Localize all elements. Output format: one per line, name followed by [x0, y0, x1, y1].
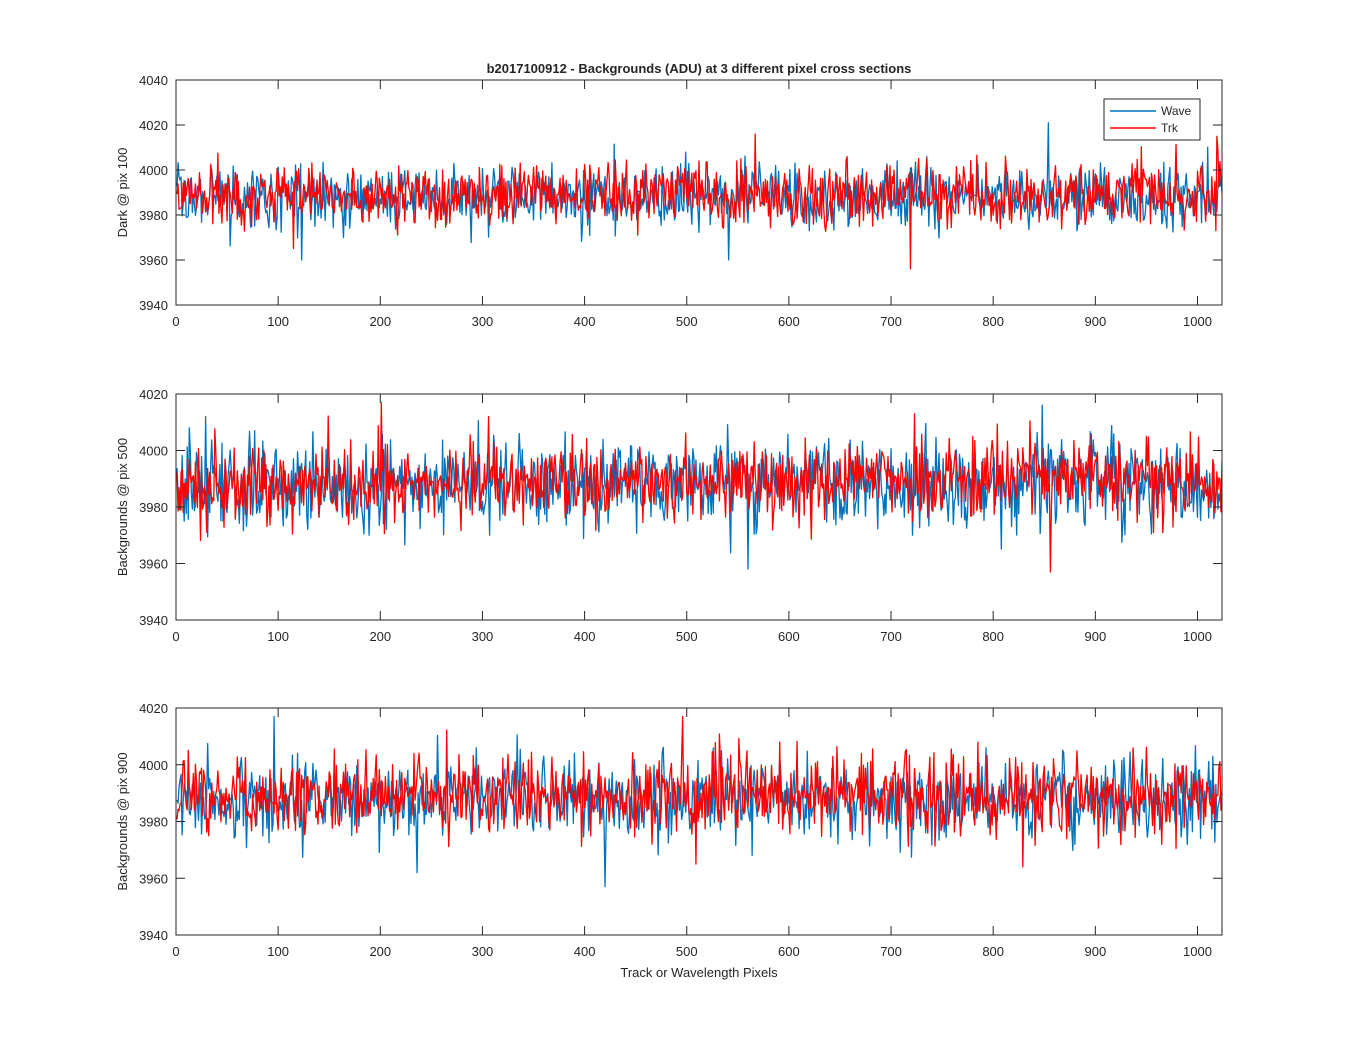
y-tick-label: 3980 — [139, 500, 168, 515]
y-tick-label: 3960 — [139, 871, 168, 886]
legend-label-wave: Wave — [1161, 104, 1192, 118]
y-tick-label: 4020 — [139, 118, 168, 133]
x-tick-label: 0 — [172, 944, 179, 959]
y-tick-label: 4020 — [139, 701, 168, 716]
series-trk-line — [176, 715, 1222, 868]
y-tick-label: 4000 — [139, 163, 168, 178]
y-tick-label: 4000 — [139, 758, 168, 773]
x-tick-label: 100 — [267, 944, 289, 959]
series-lines — [176, 401, 1222, 573]
y-tick-label: 3980 — [139, 208, 168, 223]
x-tick-label: 200 — [369, 314, 391, 329]
x-tick-label: 600 — [778, 944, 800, 959]
x-tick-label: 900 — [1084, 314, 1106, 329]
series-lines — [176, 715, 1222, 888]
subplot-3: 0 100 200 300 400 500 600 700 800 900 1000 3940 3960… — [115, 701, 1223, 980]
y-tick-label: 3980 — [139, 815, 168, 830]
x-tick-label: 0 — [172, 314, 179, 329]
y-tick-label: 4000 — [139, 444, 168, 459]
x-tick-label: 800 — [982, 314, 1004, 329]
x-tick-label: 100 — [267, 314, 289, 329]
y-tick-label: 4040 — [139, 73, 168, 88]
axes-box — [175, 79, 1223, 306]
x-tick-label: 500 — [676, 314, 698, 329]
x-tick-label: 800 — [982, 944, 1004, 959]
chart-title: b2017100912 - Backgrounds (ADU) at 3 dif… — [487, 61, 912, 76]
x-tick-label: 500 — [676, 629, 698, 644]
x-tick-label: 900 — [1084, 944, 1106, 959]
x-tick-label: 600 — [778, 314, 800, 329]
plot-area — [176, 80, 1222, 305]
y-tick-label: 3960 — [139, 253, 168, 268]
x-tick-label: 700 — [880, 629, 902, 644]
x-tick-label: 100 — [267, 629, 289, 644]
x-tick-label: 400 — [574, 314, 596, 329]
x-tick-label: 1000 — [1183, 314, 1212, 329]
x-tick-label: 200 — [369, 944, 391, 959]
series-wave-line — [176, 715, 1222, 888]
x-tick-label: 400 — [574, 944, 596, 959]
y-axis-label: Backgrounds @ pix 900 — [115, 752, 130, 890]
x-axis-label: Track or Wavelength Pixels — [620, 965, 778, 980]
subplot-2: 0 100 200 300 400 500 600 700 800 900 1000 3940 3960… — [115, 387, 1223, 644]
legend-box — [1103, 98, 1201, 141]
x-tick-label: 0 — [172, 629, 179, 644]
plot-area — [176, 394, 1222, 620]
y-tick-label: 3940 — [139, 613, 168, 628]
x-tick-label: 1000 — [1183, 944, 1212, 959]
y-tick-label: 3960 — [139, 557, 168, 572]
x-tick-label: 500 — [676, 944, 698, 959]
y-tick-label: 3940 — [139, 928, 168, 943]
series-trk-line — [176, 401, 1222, 573]
x-tick-label: 700 — [880, 314, 902, 329]
x-tick-label: 800 — [982, 629, 1004, 644]
series-lines — [176, 122, 1222, 270]
x-tick-label: 300 — [472, 629, 494, 644]
x-tick-label: 900 — [1084, 629, 1106, 644]
x-tick-label: 700 — [880, 944, 902, 959]
y-tick-label: 3940 — [139, 298, 168, 313]
x-tick-label: 300 — [472, 944, 494, 959]
y-axis-label: Backgrounds @ pix 500 — [115, 438, 130, 576]
y-tick-label: 4020 — [139, 387, 168, 402]
x-tick-label: 1000 — [1183, 629, 1212, 644]
plot-area — [176, 708, 1222, 935]
series-trk-line — [176, 133, 1222, 270]
x-tick-label: 300 — [472, 314, 494, 329]
y-axis-label: Dark @ pix 100 — [115, 148, 130, 238]
legend-label-trk: Trk — [1161, 121, 1179, 135]
legend: Wave Trk — [1103, 98, 1201, 141]
x-tick-label: 600 — [778, 629, 800, 644]
x-tick-label: 200 — [369, 629, 391, 644]
x-tick-label: 400 — [574, 629, 596, 644]
subplot-1: 0 100 200 300 400 500 600 700 800 900 1000 3940 3960… — [115, 61, 1223, 329]
